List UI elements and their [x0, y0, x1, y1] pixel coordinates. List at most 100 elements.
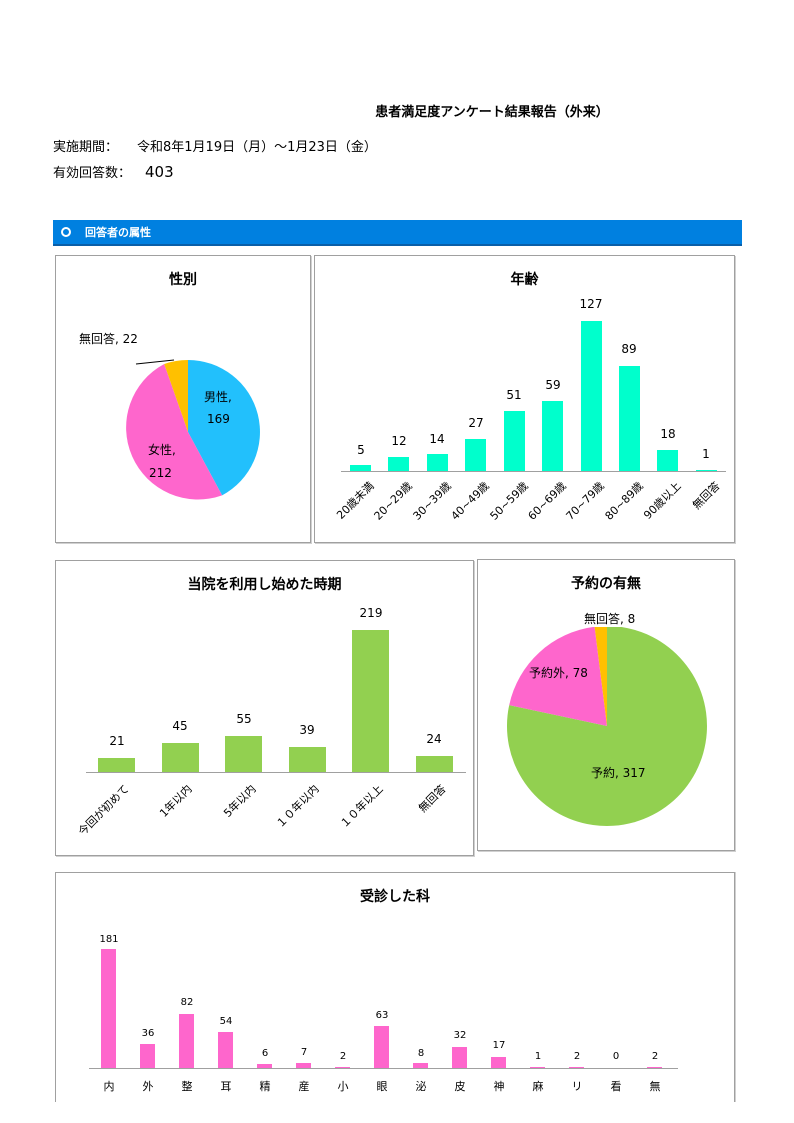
usage-period-chart-panel: 当院を利用し始めた時期 21 45 55 39 219 24 今回が初めて 1年…	[55, 560, 474, 856]
x-tick-label: 30~39歳	[410, 479, 454, 523]
chart-title: 予約の有無	[571, 576, 641, 592]
bar-value: 82	[180, 997, 194, 1008]
bar-dept-3	[218, 1032, 233, 1068]
x-tick-label: 1年以内	[157, 782, 195, 820]
x-tick-label: 5年以内	[221, 782, 259, 820]
bar-value: 1	[702, 447, 710, 461]
chart-title: 受診した科	[360, 889, 430, 905]
x-tick-label: １０年以上	[337, 782, 386, 831]
bar-dept-9	[452, 1047, 467, 1068]
bar-value: 2	[339, 1051, 347, 1062]
bar-value: 181	[99, 934, 119, 945]
pie-label-not-reserved: 予約外, 78	[529, 666, 588, 680]
x-tick-label: 整	[181, 1080, 193, 1093]
bar-age-3	[465, 439, 486, 471]
pie-label-no-answer: 無回答, 8	[584, 610, 636, 627]
bar-value: 36	[141, 1028, 155, 1039]
bar-value: 1	[534, 1051, 542, 1062]
x-tick-label: 看	[610, 1080, 622, 1093]
bar-value: 21	[109, 734, 125, 748]
x-tick-label: 神	[493, 1080, 505, 1093]
bar-value: 63	[375, 1010, 389, 1021]
bar-age-1	[388, 457, 409, 471]
x-tick-label: 無回答	[690, 479, 723, 512]
bar-value: 55	[236, 712, 252, 726]
section-title: 回答者の属性	[85, 226, 151, 239]
pie-label-no-answer: 無回答, 22	[79, 332, 138, 346]
bar-value: 8	[417, 1048, 425, 1059]
bar-dept-2	[179, 1014, 194, 1068]
reservation-pie	[506, 626, 707, 826]
bar-value: 127	[579, 297, 603, 311]
x-tick-label: 50~59歳	[487, 479, 531, 523]
x-tick-label: 20~29歳	[371, 479, 415, 523]
x-tick-label: 眼	[376, 1080, 388, 1093]
x-tick-label: １０年以内	[273, 782, 322, 831]
bar-value: 59	[545, 378, 561, 392]
bar-value: 51	[506, 388, 522, 402]
bar-value: 54	[219, 1016, 233, 1027]
bar-dept-14	[647, 1067, 662, 1068]
gender-chart-panel: 性別 無回答, 22 男性, 169 女性, 212	[55, 255, 311, 543]
bar-dept-1	[140, 1044, 155, 1068]
x-tick-label: 精	[259, 1080, 271, 1093]
x-tick-label: 20歳未満	[334, 479, 377, 522]
gender-pie	[126, 359, 260, 500]
x-axis	[86, 772, 466, 773]
pie-slice-female	[126, 364, 223, 500]
x-tick-label: 70~79歳	[563, 479, 607, 523]
bar-dept-7	[374, 1026, 389, 1068]
bar-value: 39	[299, 723, 315, 737]
pie-slice-reserved	[506, 626, 707, 826]
bar-dept-11	[530, 1067, 545, 1068]
chart-title: 当院を利用し始めた時期	[187, 577, 342, 593]
bar-value: 219	[359, 606, 383, 620]
bar-age-7	[619, 366, 640, 471]
bar-dept-12	[569, 1067, 584, 1068]
pie-slice-male	[188, 360, 260, 496]
x-tick-label: 耳	[220, 1080, 232, 1093]
bar-age-4	[504, 411, 525, 471]
bar-dept-0	[101, 949, 116, 1068]
bar-value: 27	[468, 416, 484, 430]
bar-value: 2	[651, 1051, 659, 1062]
bar-value: 14	[429, 432, 445, 446]
period-label: 実施期間：	[53, 140, 119, 155]
period-value: 令和8年1月19日（月）～1月23日（金）	[137, 140, 377, 155]
bar-period-0	[98, 758, 135, 772]
bar-dept-8	[413, 1063, 428, 1068]
bar-period-2	[225, 736, 262, 772]
x-tick-label: 60~69歳	[525, 479, 569, 523]
bar-value: 6	[261, 1048, 269, 1059]
bar-dept-5	[296, 1063, 311, 1068]
bar-dept-10	[491, 1057, 506, 1068]
pie-label-male: 男性,	[204, 390, 232, 404]
bar-dept-4	[257, 1064, 272, 1068]
x-tick-label: リ	[571, 1080, 583, 1093]
bar-period-5	[416, 756, 453, 772]
pie-label-female: 女性,	[148, 443, 176, 457]
bar-age-9	[696, 470, 717, 471]
bar-age-5	[542, 401, 563, 471]
pie-value-male: 169	[207, 412, 230, 426]
x-tick-label: 皮	[454, 1080, 466, 1093]
x-tick-label: 泌	[415, 1080, 427, 1093]
valid-responses: 有効回答数： 403	[53, 162, 174, 181]
department-chart-panel: 受診した科 181 36 82 54 6 7 2 63 8 32 17 1 2 …	[55, 872, 735, 1102]
bar-value: 2	[573, 1051, 581, 1062]
bar-value: 45	[172, 719, 188, 733]
bar-age-0	[350, 465, 371, 471]
pie-value-female: 212	[149, 466, 172, 480]
bar-dept-6	[335, 1067, 350, 1068]
x-axis	[89, 1068, 678, 1069]
reservation-chart-panel: 予約の有無 無回答, 8 予約外, 78 予約, 317	[477, 559, 735, 851]
x-tick-label: 内	[103, 1080, 115, 1093]
responses-value: 403	[145, 163, 174, 181]
section-header: 回答者の属性	[53, 220, 742, 246]
x-tick-label: 外	[142, 1080, 154, 1093]
bar-period-1	[162, 743, 199, 772]
bar-value: 17	[492, 1040, 506, 1051]
pie-slice-no-answer	[164, 359, 188, 432]
bar-age-6	[581, 321, 602, 471]
chart-title: 年齢	[510, 272, 539, 288]
